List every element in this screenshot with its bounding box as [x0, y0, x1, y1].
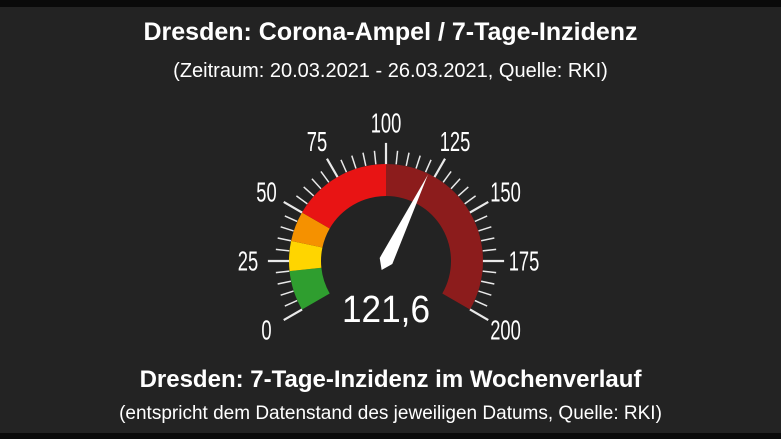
gauge-minor-tick [362, 152, 367, 167]
page-title: Dresden: Corona-Ampel / 7-Tage-Inzidenz [143, 18, 638, 46]
gauge-minor-tick [480, 280, 495, 285]
gauge-minor-tick [373, 150, 377, 165]
gauge-minor-tick [340, 159, 348, 173]
gauge-minor-tick [415, 155, 421, 169]
gauge-minor-tick [311, 178, 322, 190]
gauge-value: 121,6 [342, 289, 430, 331]
gauge-major-tick [283, 308, 303, 322]
top-frame-bar [0, 0, 781, 7]
gauge-segment [291, 212, 330, 248]
gauge-major-tick [433, 158, 447, 178]
next-chart-header: Dresden: 7-Tage-Inzidenz im Wochenverlau… [0, 367, 781, 424]
gauge-tick-label: 100 [371, 108, 402, 139]
gauge-minor-tick [478, 226, 492, 232]
gauge-major-tick [469, 200, 489, 214]
gauge-minor-tick [303, 186, 315, 197]
gauge-tick-labels: 0 25 50 75 100 125 150 175 200 [238, 108, 540, 346]
gauge-minor-tick [405, 152, 410, 167]
gauge-header: Dresden: Corona-Ampel / 7-Tage-Inzidenz … [0, 7, 781, 82]
gauge-tick-label: 0 [261, 315, 271, 346]
gauge-minor-tick [478, 290, 492, 296]
gauge-minor-tick [284, 299, 298, 307]
gauge-minor-tick [295, 195, 308, 205]
gauge-minor-tick [482, 270, 497, 274]
gauge-tick-label: 25 [238, 246, 258, 277]
gauge-minor-tick [351, 155, 357, 169]
gauge-tick-label: 50 [256, 177, 276, 208]
gauge-minor-tick [474, 215, 488, 223]
gauge-needle [379, 174, 428, 270]
gauge-major-tick [469, 308, 489, 322]
gauge-minor-tick [277, 237, 292, 242]
gauge-major-tick [283, 200, 303, 214]
gauge-minor-tick [280, 226, 294, 232]
gauge-minor-tick [275, 270, 290, 274]
gauge-minor-tick [482, 248, 497, 252]
gauge-minor-tick [480, 237, 495, 242]
page-subtitle: (Zeitraum: 20.03.2021 - 26.03.2021, Quel… [173, 60, 608, 82]
gauge-major-tick [325, 158, 339, 178]
gauge-minor-tick [395, 150, 399, 165]
gauge-tick-label: 175 [509, 246, 540, 277]
gauge-minor-tick [320, 170, 330, 183]
gauge-minor-tick [424, 159, 432, 173]
gauge-minor-tick [275, 248, 290, 252]
gauge-tick-label: 150 [490, 177, 521, 208]
gauge-segment [302, 164, 386, 229]
next-chart-title: Dresden: 7-Tage-Inzidenz im Wochenverlau… [139, 366, 642, 393]
gauge-tick-label: 200 [490, 315, 521, 346]
gauge-minor-tick [464, 195, 477, 205]
gauge-minor-tick [280, 290, 294, 296]
gauge-segment [386, 164, 483, 310]
gauge-minor-tick [284, 215, 298, 223]
gauge-tick-label: 125 [440, 126, 471, 157]
gauge-minor-tick [450, 178, 461, 190]
gauge-minor-tick [474, 299, 488, 307]
gauge-segment [289, 267, 330, 310]
gauge-minor-tick [457, 186, 469, 197]
next-chart-subtitle: (entspricht dem Datenstand des jeweilige… [119, 403, 662, 424]
gauge-tick-label: 75 [307, 126, 327, 157]
gauge-minor-tick [277, 280, 292, 285]
bottom-frame-bar [0, 433, 781, 439]
gauge-minor-tick [442, 170, 452, 183]
gauge-ticks [267, 142, 505, 322]
gauge-color-band [288, 164, 483, 310]
gauge-segment [288, 240, 323, 272]
